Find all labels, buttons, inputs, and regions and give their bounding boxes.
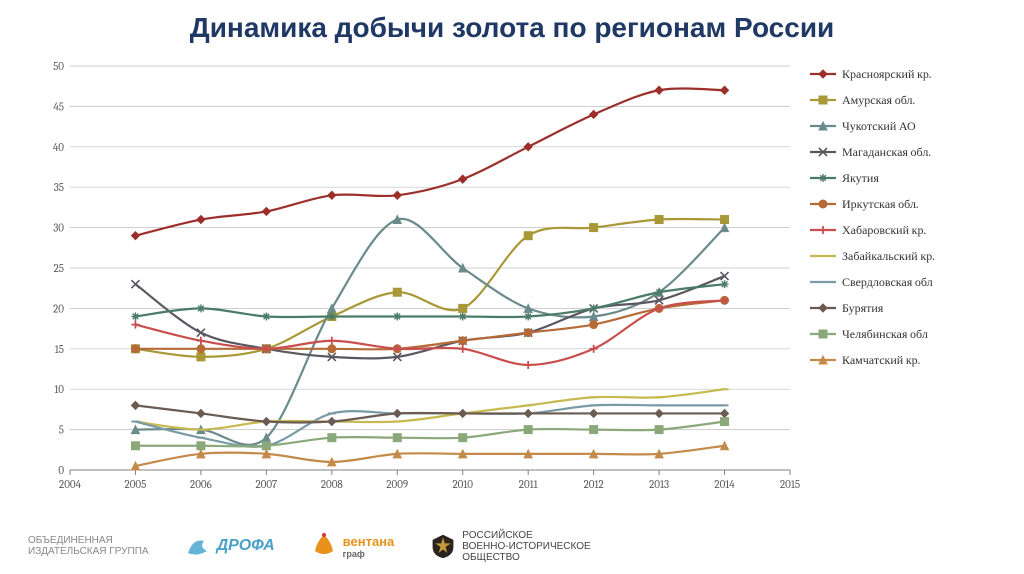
svg-text:2008: 2008	[321, 478, 344, 491]
svg-text:Якутия: Якутия	[842, 171, 879, 185]
rvio-line2: ВОЕННО-ИСТОРИЧЕСКОЕ	[462, 541, 590, 552]
svg-text:30: 30	[53, 222, 64, 235]
svg-text:20: 20	[53, 302, 64, 315]
svg-text:Иркутская обл.: Иркутская обл.	[842, 197, 918, 211]
svg-text:2013: 2013	[649, 478, 669, 491]
oiz-line2: ИЗДАТЕЛЬСКАЯ ГРУППА	[28, 546, 149, 557]
footer: ОБЪЕДИНЕННАЯ ИЗДАТЕЛЬСКАЯ ГРУППА ДРОФА в…	[0, 518, 1024, 574]
svg-text:Чукотский АО: Чукотский АО	[842, 119, 916, 133]
rvio-line1: РОССИЙСКОЕ	[462, 530, 532, 541]
svg-text:Магаданская обл.: Магаданская обл.	[842, 145, 931, 159]
rvio-icon	[430, 533, 456, 559]
svg-text:2014: 2014	[714, 478, 735, 491]
svg-text:2005: 2005	[125, 478, 147, 491]
svg-text:0: 0	[58, 464, 64, 477]
svg-text:Камчатский кр.: Камчатский кр.	[842, 353, 920, 367]
svg-text:Хабаровский кр.: Хабаровский кр.	[842, 223, 926, 237]
drofa-text: ДРОФА	[217, 537, 275, 555]
svg-text:35: 35	[54, 181, 64, 194]
svg-text:2010: 2010	[452, 478, 473, 491]
svg-text:Забайкальский кр.: Забайкальский кр.	[842, 249, 935, 263]
svg-text:5: 5	[59, 424, 64, 437]
svg-text:50: 50	[53, 60, 64, 73]
ventana-main: вентана	[343, 534, 395, 549]
svg-text:45: 45	[53, 100, 64, 113]
ventana-sub: граф	[343, 549, 395, 559]
svg-text:Свердловская обл: Свердловская обл	[842, 275, 933, 289]
logo-ventana: вентана граф	[311, 533, 395, 559]
svg-text:15: 15	[55, 343, 64, 356]
svg-text:2006: 2006	[190, 478, 212, 491]
svg-text:Челябинская обл: Челябинская обл	[842, 327, 928, 341]
chart: 0 5 10 15 20 25 30 35 40 45 50 2004 2005 2006 2007 2008…	[40, 60, 980, 500]
svg-text:2015: 2015	[780, 478, 800, 491]
svg-text:2004: 2004	[59, 478, 82, 491]
svg-text:Бурятия: Бурятия	[842, 301, 884, 315]
svg-text:Красноярский кр.: Красноярский кр.	[842, 67, 931, 81]
svg-text:2012: 2012	[584, 478, 604, 491]
svg-text:10: 10	[54, 383, 64, 396]
svg-text:Амурская обл.: Амурская обл.	[842, 93, 915, 107]
logo-drofa: ДРОФА	[185, 533, 275, 559]
svg-text:40: 40	[53, 141, 64, 154]
ventana-icon	[311, 533, 337, 559]
chart-title: Динамика добычи золота по регионам Росси…	[0, 0, 1024, 52]
drofa-icon	[185, 533, 211, 559]
logo-rvio: РОССИЙСКОЕ ВОЕННО-ИСТОРИЧЕСКОЕ ОБЩЕСТВО	[430, 530, 590, 563]
ventana-text: вентана граф	[343, 534, 395, 559]
svg-text:2011: 2011	[519, 478, 539, 491]
svg-text:2007: 2007	[255, 478, 277, 491]
logo-oiz: ОБЪЕДИНЕННАЯ ИЗДАТЕЛЬСКАЯ ГРУППА	[28, 535, 149, 557]
rvio-line3: ОБЩЕСТВО	[462, 552, 520, 563]
svg-text:25: 25	[54, 262, 64, 275]
oiz-line1: ОБЪЕДИНЕННАЯ	[28, 535, 113, 546]
svg-text:2009: 2009	[386, 478, 408, 491]
